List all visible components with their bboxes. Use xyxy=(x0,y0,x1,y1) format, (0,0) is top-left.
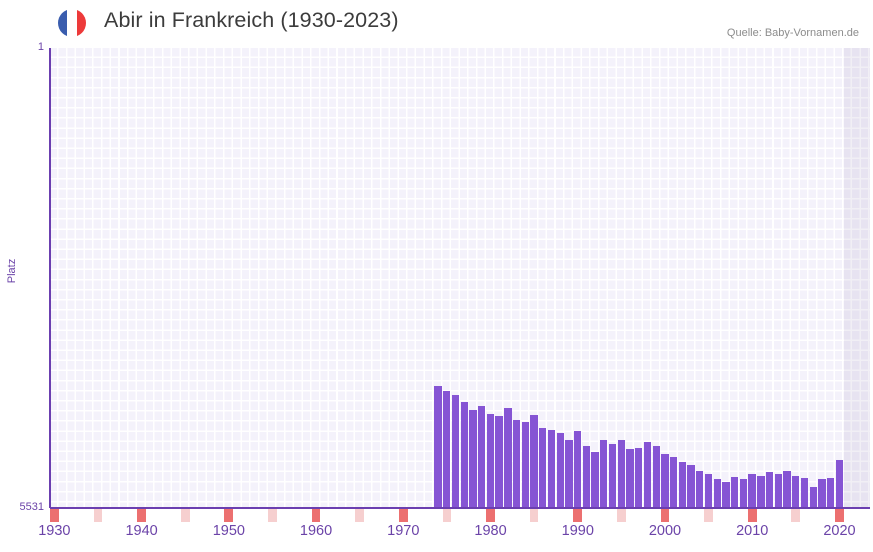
bar xyxy=(512,420,521,508)
x-tick-minor xyxy=(268,509,277,522)
bar xyxy=(460,402,468,508)
bar xyxy=(591,452,599,508)
bar xyxy=(495,416,503,508)
x-axis-label: 2010 xyxy=(736,523,769,539)
x-tick-major xyxy=(747,509,757,522)
bar xyxy=(643,442,652,508)
y-axis-line xyxy=(49,48,51,508)
x-axis-label: 1980 xyxy=(474,523,507,539)
x-tick-minor xyxy=(791,509,801,522)
bar xyxy=(809,487,817,508)
x-axis-label: 1950 xyxy=(212,523,245,539)
chart-header: Abir in Frankreich (1930-2023) Quelle: B… xyxy=(0,0,873,46)
bar xyxy=(757,476,765,508)
bar xyxy=(530,415,538,508)
x-axis-label: 2000 xyxy=(648,523,682,539)
bar xyxy=(722,482,730,508)
bar xyxy=(486,414,495,508)
bar xyxy=(617,440,625,508)
bar xyxy=(521,422,529,508)
bar xyxy=(451,395,460,508)
x-axis-labels: 1930 1940 1950 1960 1970 1980 1990 2000 2010 2020 xyxy=(0,523,873,547)
bar xyxy=(731,477,739,508)
bar xyxy=(574,431,582,508)
x-tick-major xyxy=(660,509,670,522)
x-tick-minor xyxy=(93,509,103,522)
bar xyxy=(748,474,756,508)
x-tick-minor xyxy=(704,509,713,522)
bar xyxy=(626,449,634,508)
bar-series xyxy=(50,48,870,508)
bar xyxy=(539,428,547,508)
y-axis-top-label: 1 xyxy=(37,41,44,53)
plot-area xyxy=(50,48,870,508)
x-tick-major xyxy=(311,509,321,522)
bar xyxy=(669,457,678,508)
x-axis-ticks xyxy=(50,509,870,522)
bar xyxy=(826,478,835,508)
bar xyxy=(547,430,556,508)
bar xyxy=(556,433,564,508)
bar xyxy=(783,471,791,508)
bar xyxy=(818,479,826,508)
bar xyxy=(713,479,721,508)
bar xyxy=(608,444,617,508)
bar xyxy=(739,479,748,508)
x-tick-major xyxy=(486,509,495,522)
bar xyxy=(652,446,660,508)
x-tick-major xyxy=(50,509,59,522)
horizontal-gridlines xyxy=(50,48,870,508)
x-axis-label: 1940 xyxy=(125,523,158,539)
x-tick-major xyxy=(835,509,844,522)
y-axis-title: Platz xyxy=(6,258,18,284)
x-axis-label: 1970 xyxy=(387,523,420,539)
bar xyxy=(469,410,477,508)
x-tick-minor xyxy=(180,509,190,522)
bar xyxy=(600,440,608,508)
x-axis-label: 1930 xyxy=(38,523,71,539)
x-tick-minor xyxy=(442,509,452,522)
x-tick-major xyxy=(224,509,234,522)
bar xyxy=(504,408,512,508)
x-tick-major xyxy=(573,509,583,522)
x-axis-line xyxy=(50,507,870,509)
bar xyxy=(765,472,774,508)
bar xyxy=(434,386,442,508)
bar xyxy=(704,474,713,508)
bar xyxy=(478,406,486,508)
bar xyxy=(565,440,573,508)
bar xyxy=(661,454,669,508)
bar xyxy=(443,391,451,508)
x-tick-minor xyxy=(617,509,626,522)
x-tick-minor xyxy=(355,509,364,522)
bar xyxy=(696,471,704,508)
x-axis-label: 1960 xyxy=(299,523,333,539)
bar xyxy=(774,474,782,508)
source-attribution: Quelle: Baby-Vornamen.de xyxy=(726,27,859,39)
bar xyxy=(800,478,809,508)
shaded-incomplete-region xyxy=(843,48,870,508)
bar xyxy=(687,465,695,508)
x-tick-minor xyxy=(529,509,539,522)
x-axis-label: 2020 xyxy=(823,523,856,539)
y-axis-bottom-label: 5531 xyxy=(19,501,44,513)
x-tick-major xyxy=(137,509,146,522)
bar xyxy=(835,460,844,508)
france-flag-icon xyxy=(58,9,86,37)
bar xyxy=(635,448,643,508)
bar xyxy=(582,446,591,508)
x-axis-label: 1990 xyxy=(561,523,594,539)
bar xyxy=(678,462,686,508)
x-tick-major xyxy=(398,509,408,522)
page-title: Abir in Frankreich (1930-2023) xyxy=(104,8,399,32)
bar xyxy=(792,476,800,508)
